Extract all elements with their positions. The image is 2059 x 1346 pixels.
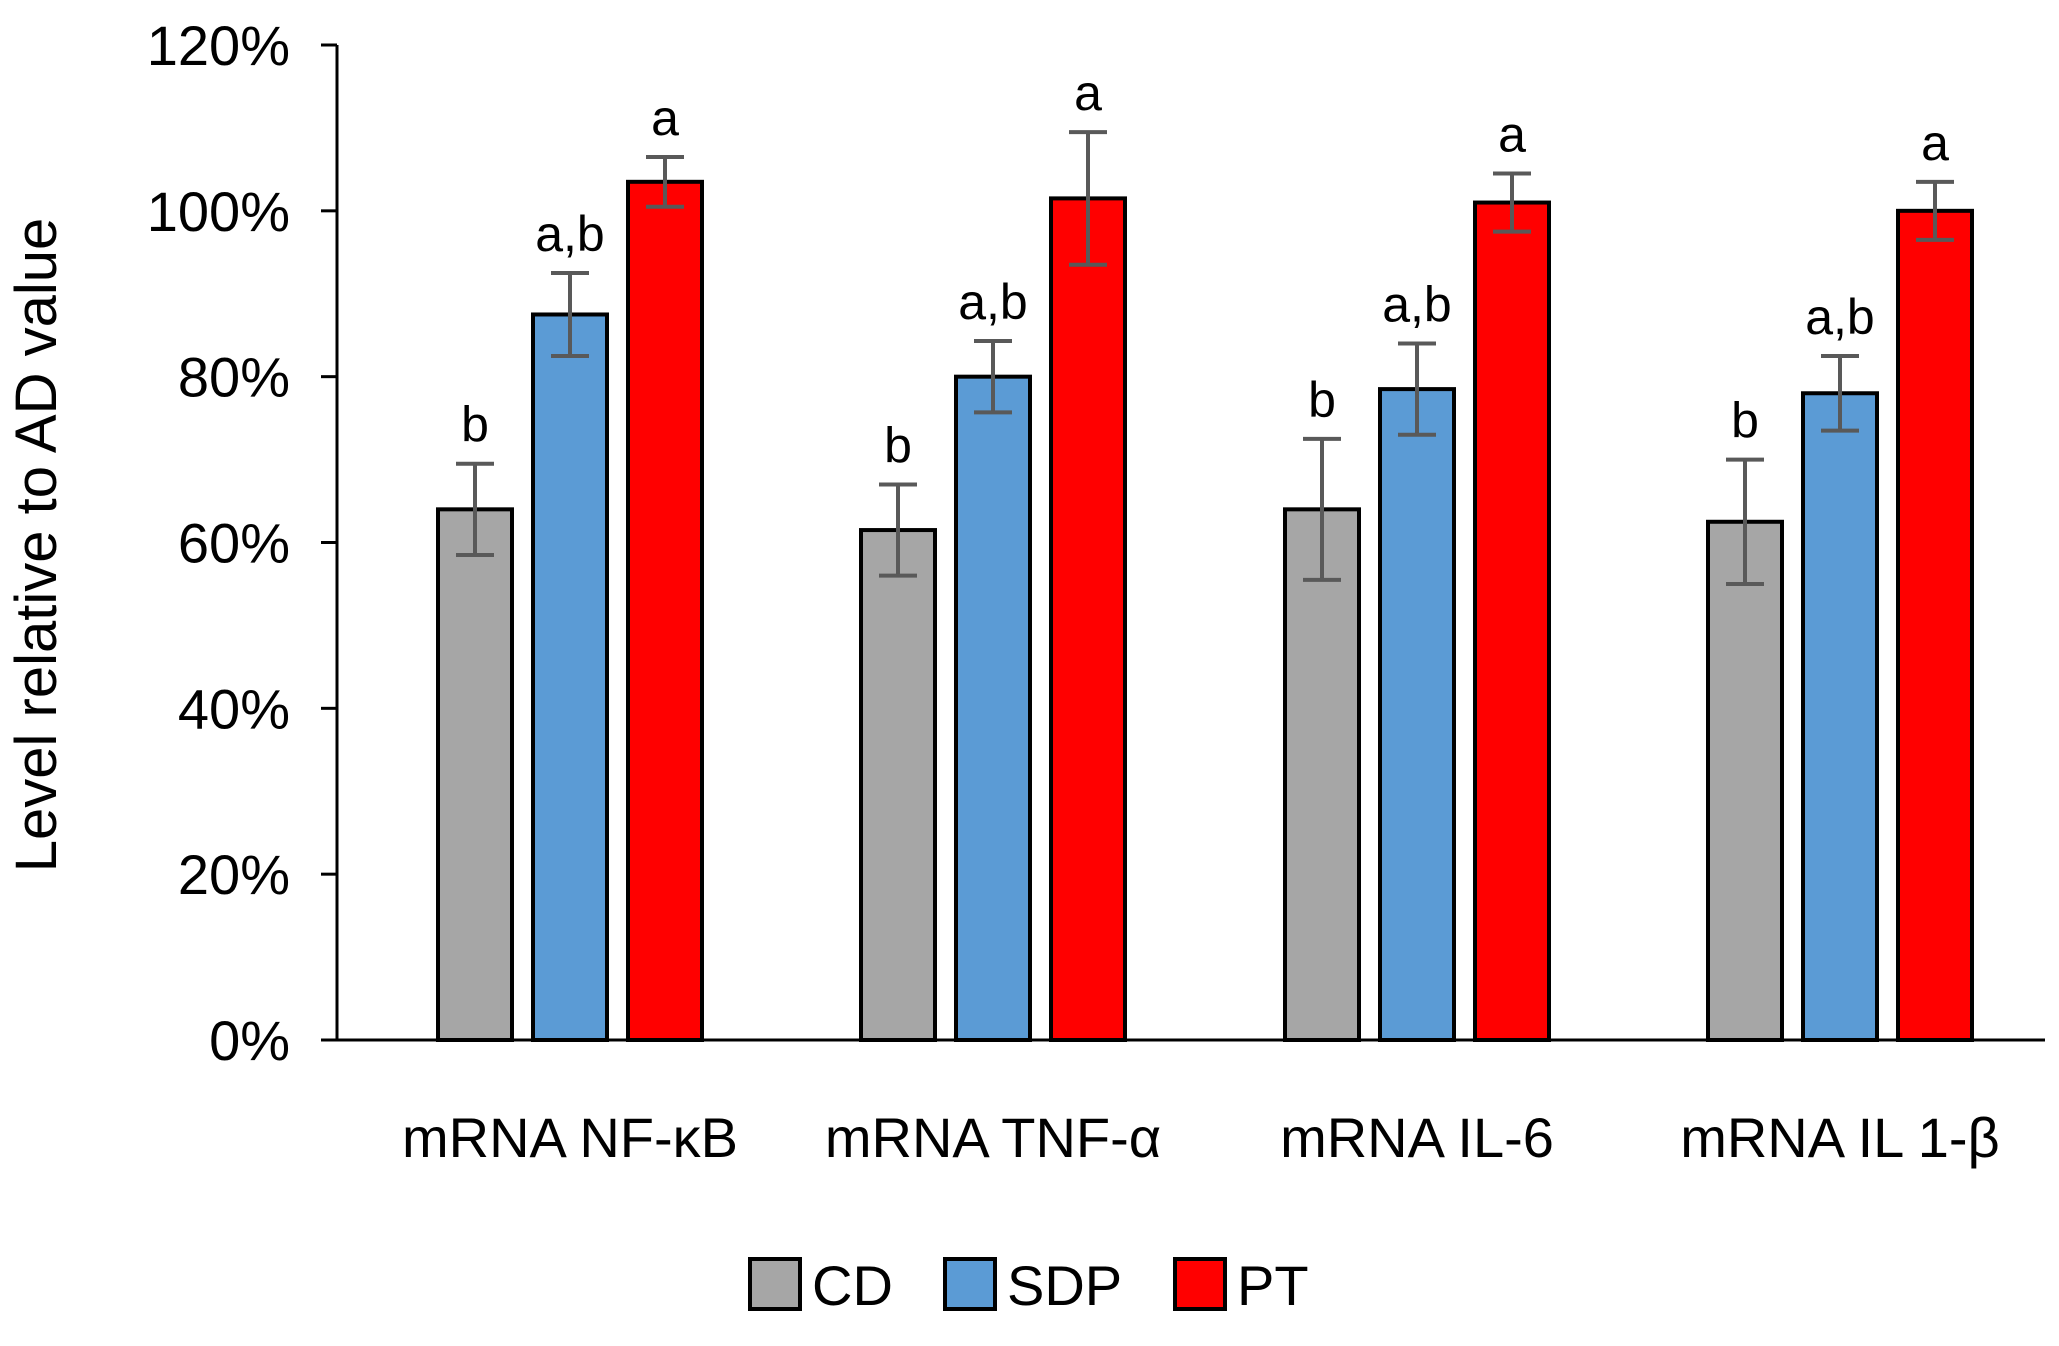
bar-sdp	[1801, 391, 1879, 1042]
bar-pt	[1896, 208, 1974, 1043]
bar-cd	[859, 528, 937, 1042]
significance-label: a	[1921, 115, 1949, 171]
x-tick-label: mRNA NF-κB	[402, 1106, 738, 1169]
significance-label: a,b	[535, 206, 605, 262]
bar-cd	[1283, 507, 1361, 1043]
y-tick-label: 120%	[147, 14, 290, 77]
y-tick-label: 40%	[178, 677, 290, 740]
significance-label: a	[1498, 107, 1526, 163]
x-axis: mRNA NF-κB mRNA TNF-α mRNA IL-6 mRNA IL 1-β	[337, 1038, 2045, 1169]
significance-label: b	[461, 397, 489, 453]
x-tick-label: mRNA TNF-α	[825, 1106, 1161, 1169]
bar-sdp	[531, 312, 609, 1042]
y-tick-label: 20%	[178, 843, 290, 906]
y-tick-label: 0%	[209, 1009, 290, 1072]
x-tick-label: mRNA IL 1-β	[1680, 1106, 2000, 1169]
legend-swatch-sdp	[943, 1257, 997, 1311]
bars: b b b b a,b a,b a,b a,b a a a a	[436, 65, 1974, 1043]
legend-swatch-pt	[1173, 1257, 1227, 1311]
bar-sdp	[954, 374, 1032, 1042]
legend-label-cd: CD	[812, 1254, 893, 1317]
significance-label: b	[884, 417, 912, 473]
bar-cd	[1706, 519, 1784, 1042]
bar-sdp	[1378, 387, 1456, 1042]
significance-label: a,b	[958, 274, 1028, 330]
bar-cd	[436, 507, 514, 1043]
y-tick-label: 60%	[178, 512, 290, 575]
y-tick-label: 100%	[147, 180, 290, 243]
legend-swatch-cd	[748, 1257, 802, 1311]
significance-label: a,b	[1805, 289, 1875, 345]
x-tick-label: mRNA IL-6	[1280, 1106, 1554, 1169]
bar-pt	[1049, 196, 1127, 1043]
bar-pt	[1473, 200, 1551, 1042]
y-axis: 0% 20% 40% 60% 80% 100% 120%	[147, 14, 339, 1072]
legend: CD SDP PT	[748, 1254, 1309, 1317]
significance-label: b	[1308, 372, 1336, 428]
significance-label: b	[1731, 393, 1759, 449]
significance-label: a	[651, 90, 679, 146]
legend-label-sdp: SDP	[1007, 1254, 1122, 1317]
significance-label: a	[1074, 65, 1102, 121]
significance-label: a,b	[1382, 277, 1452, 333]
bar-pt	[626, 179, 704, 1042]
legend-label-pt: PT	[1237, 1254, 1309, 1317]
y-tick-label: 80%	[178, 346, 290, 409]
y-axis-label: Level relative to AD value	[4, 218, 69, 872]
